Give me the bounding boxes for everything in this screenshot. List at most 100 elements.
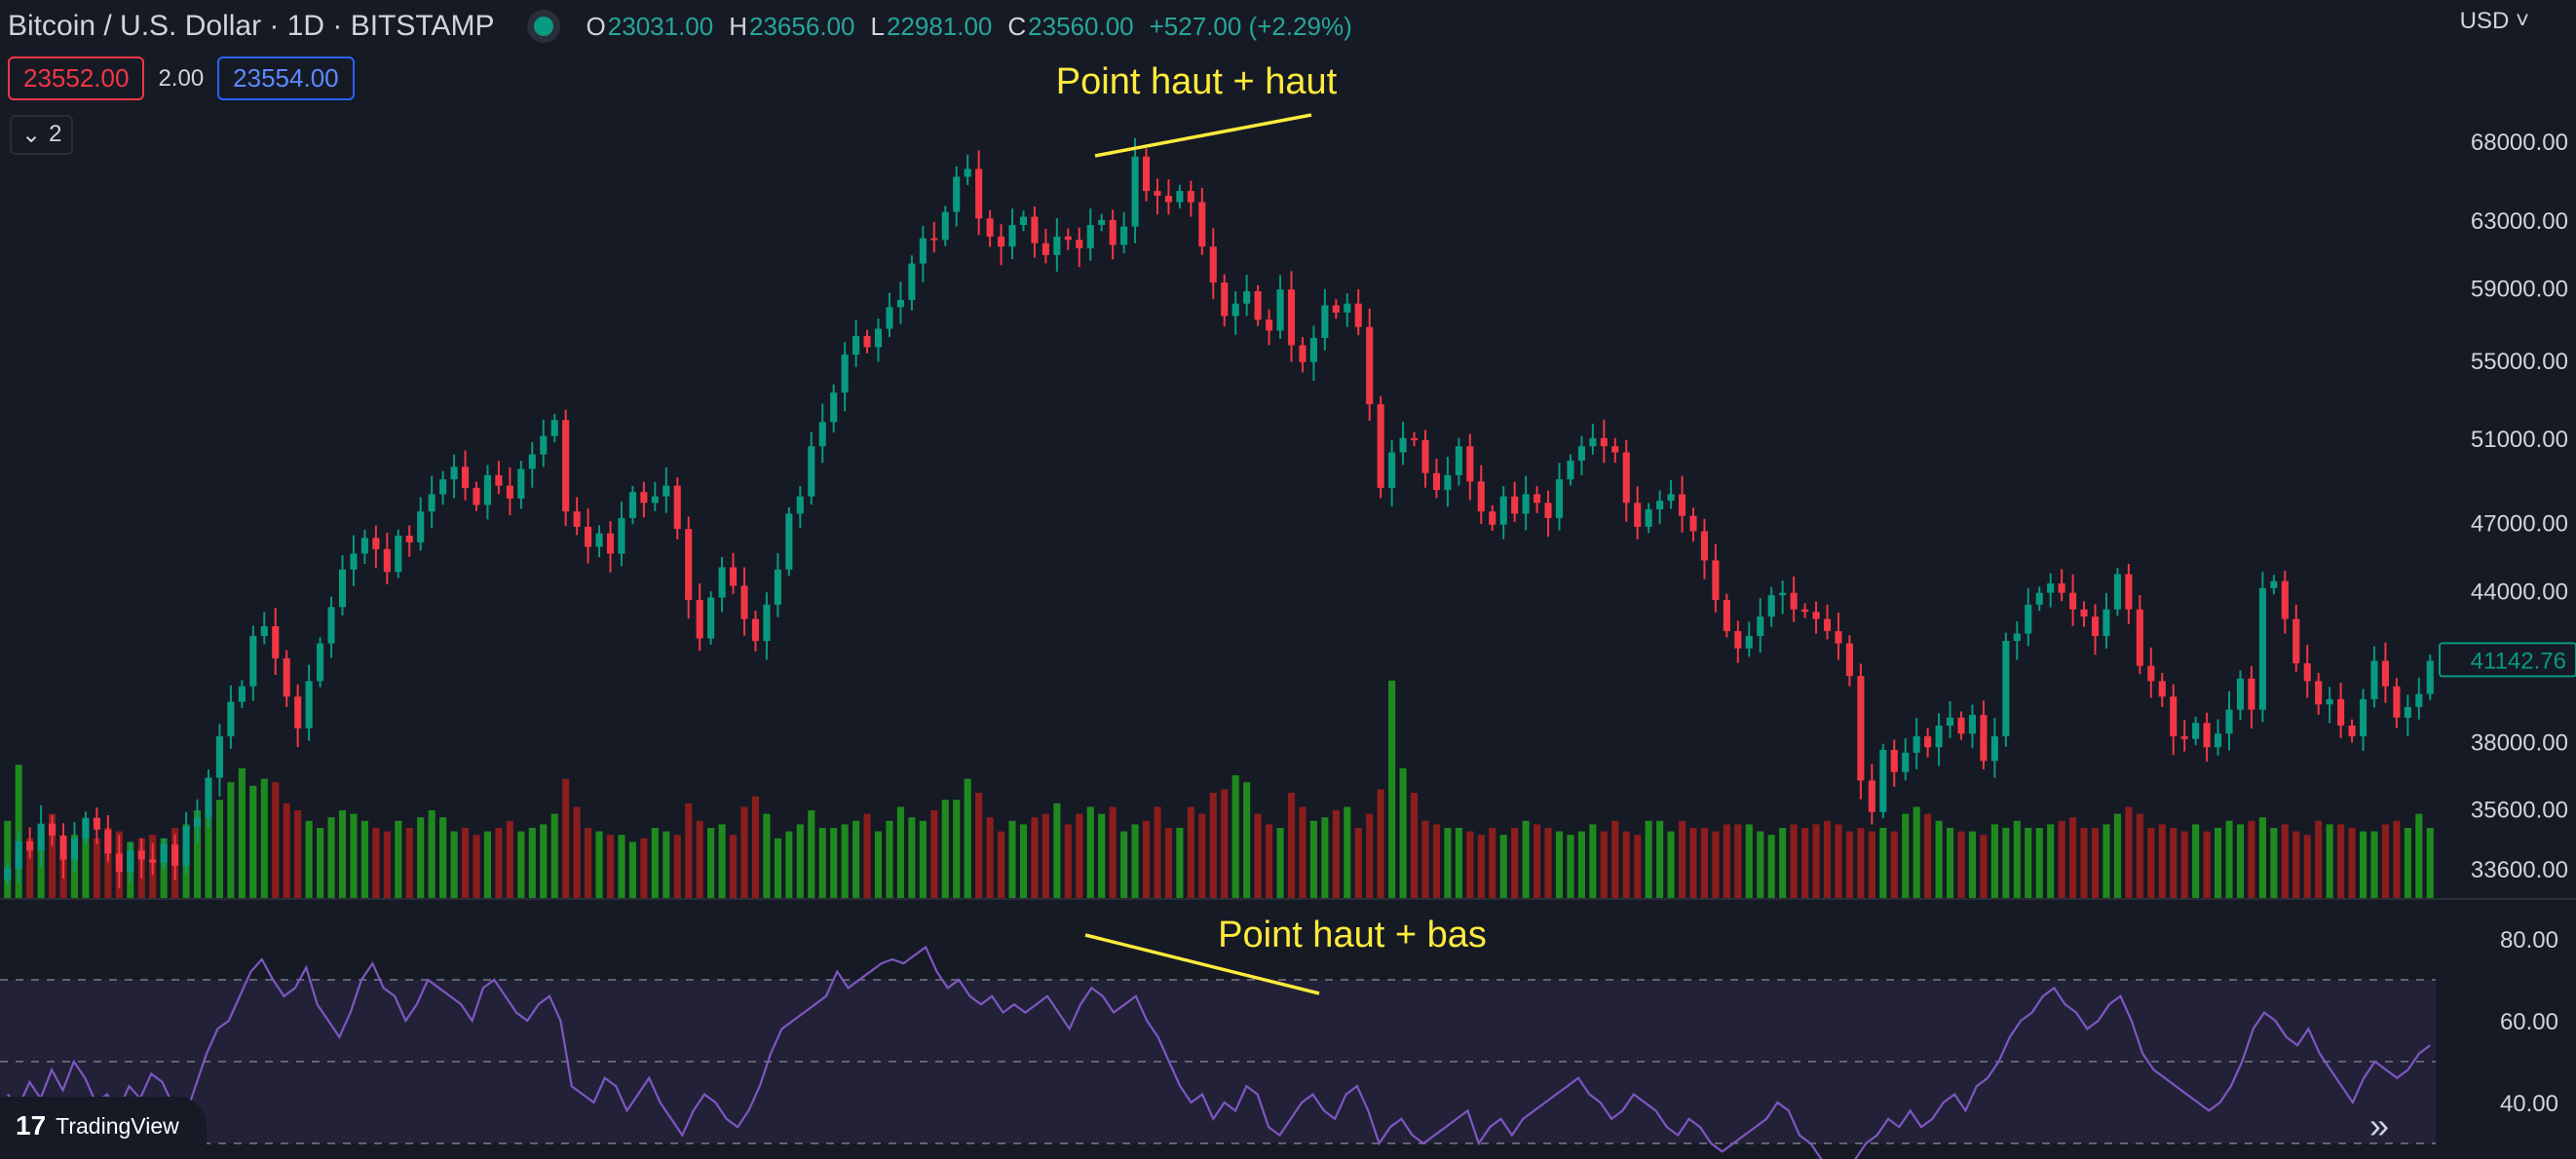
candle-body (2136, 609, 2143, 666)
indicators-toggle-button[interactable]: ⌄ 2 (10, 115, 74, 155)
candle-body (1534, 494, 1541, 504)
candle-body (1008, 224, 1016, 247)
scroll-to-realtime-button[interactable]: » (2362, 1108, 2397, 1145)
volume-bar (562, 778, 570, 898)
candle-body (1064, 236, 1072, 241)
volume-bar (718, 824, 726, 898)
candle-body (260, 626, 268, 637)
candle-body (227, 701, 235, 737)
candle-body (2326, 698, 2333, 705)
volume-bar (628, 841, 636, 898)
volume-bar (272, 782, 280, 898)
candle-body (495, 474, 503, 486)
drawing-annotations[interactable]: Point haut + haut Point haut + bas (1056, 61, 1487, 995)
volume-bar (1321, 817, 1329, 898)
volume-bar (830, 828, 838, 898)
candle-body (1712, 560, 1720, 600)
volume-bar (640, 838, 648, 898)
volume-bar (2047, 824, 2055, 898)
candle-body (1622, 452, 1630, 504)
candle-body (1656, 501, 1664, 509)
candle-body (998, 236, 1005, 247)
volume-bar (1589, 824, 1597, 898)
candle-body (628, 492, 636, 518)
candle-body (1120, 226, 1128, 245)
candle-body (1276, 289, 1284, 331)
volume-bar (417, 817, 425, 898)
candle-body (1678, 494, 1686, 516)
candle-body (908, 263, 916, 301)
price-tick-label: 51000.00 (2471, 427, 2568, 453)
price-tick-label: 55000.00 (2471, 349, 2568, 375)
volume-bar (2147, 828, 2155, 898)
candle-body (1421, 439, 1429, 473)
volume-bar (2058, 820, 2065, 898)
last-price-label: 41142.76 (2471, 648, 2566, 674)
candle-body (1287, 289, 1296, 346)
volume-bar (495, 828, 503, 898)
candle-body (439, 479, 447, 495)
currency-selector[interactable]: USD ˅ (2460, 8, 2529, 35)
candle-body (1801, 609, 1809, 613)
volume-bar (1845, 831, 1853, 898)
candle-body (2069, 592, 2077, 610)
volume-bar (1499, 835, 1507, 898)
candle-body (986, 218, 994, 237)
candle-body (372, 538, 380, 549)
volume-bar (1377, 789, 1384, 898)
volume-bar (395, 820, 402, 898)
price-tick-label: 35600.00 (2471, 798, 2568, 824)
candle-body (450, 467, 458, 480)
candle-body (1198, 202, 1206, 247)
candle-body (4, 869, 12, 879)
candle-body (796, 496, 804, 514)
volume-bar (852, 820, 860, 898)
candle-body (573, 511, 581, 527)
candle-body (1790, 592, 1798, 610)
volume-bar (1309, 820, 1317, 898)
candle-body (2147, 665, 2155, 682)
candle-body (272, 626, 280, 658)
volume-bar (506, 820, 513, 898)
volume-bar (2337, 824, 2345, 898)
candle-body (1779, 592, 1787, 596)
candle-body (2080, 609, 2088, 617)
candle-body (104, 829, 112, 854)
volume-bar (1567, 835, 1574, 898)
volume-bar (2415, 813, 2423, 898)
volume-bar (964, 778, 971, 898)
buy-price-button[interactable]: 23554.00 (217, 56, 355, 100)
volume-bar (473, 835, 480, 898)
volume-bar (2113, 813, 2121, 898)
candle-body (2058, 583, 2065, 593)
open-value: 23031.00 (607, 11, 714, 41)
volume-bar (886, 820, 893, 898)
candle-body (350, 553, 358, 570)
volume-bar (1767, 835, 1775, 898)
volume-bar (1935, 820, 1943, 898)
pane-separator[interactable] (0, 898, 2576, 900)
candle-body (417, 511, 425, 542)
candle-body (317, 643, 324, 682)
sell-price-button[interactable]: 23552.00 (8, 56, 145, 100)
volume-bar (1990, 824, 1998, 898)
symbol-title[interactable]: Bitcoin / U.S. Dollar · 1D · BITSTAMP (8, 10, 495, 42)
candle-body (2393, 686, 2401, 718)
candle-body (70, 838, 79, 860)
candle-body (59, 835, 67, 860)
volume-bar (2225, 820, 2233, 898)
price-axis[interactable]: 68000.00 63000.00 59000.00 55000.00 51000.00… (2439, 130, 2576, 1117)
volume-bar (1098, 813, 1106, 898)
market-status-icon[interactable] (533, 17, 553, 36)
candle-body (1767, 595, 1775, 617)
tradingview-logo[interactable]: 17 TradingView (0, 1097, 207, 1155)
candle-body (405, 535, 413, 542)
candle-body (2381, 660, 2389, 687)
logo-text: TradingView (56, 1112, 179, 1139)
volume-bar (696, 820, 703, 898)
volume-bar (2404, 828, 2411, 898)
volume-bar (1857, 828, 1865, 898)
volume-bar (874, 831, 883, 898)
tradingview-mark-icon: 17 (16, 1110, 47, 1140)
